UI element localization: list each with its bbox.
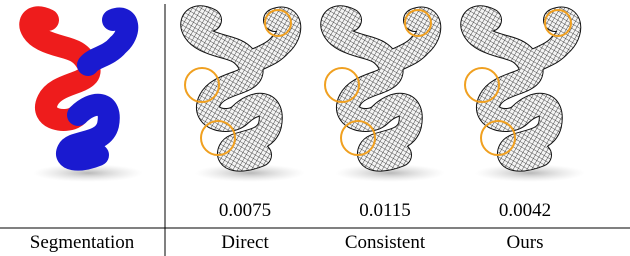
column-label: Consistent (345, 232, 426, 253)
value: 0.0075 (219, 200, 271, 221)
value: 0.0042 (499, 200, 551, 221)
figure: 0.0075 0.0115 0.0042 Segmentation Direct… (0, 0, 630, 256)
mesh-image (325, 10, 445, 182)
column-label: Segmentation (30, 232, 135, 253)
column-label: Direct (221, 232, 269, 253)
mesh-image (465, 10, 585, 182)
value: 0.0115 (359, 200, 411, 221)
mesh-image (185, 10, 305, 182)
column-label: Ours (507, 232, 544, 253)
segmentation-image (30, 17, 143, 182)
